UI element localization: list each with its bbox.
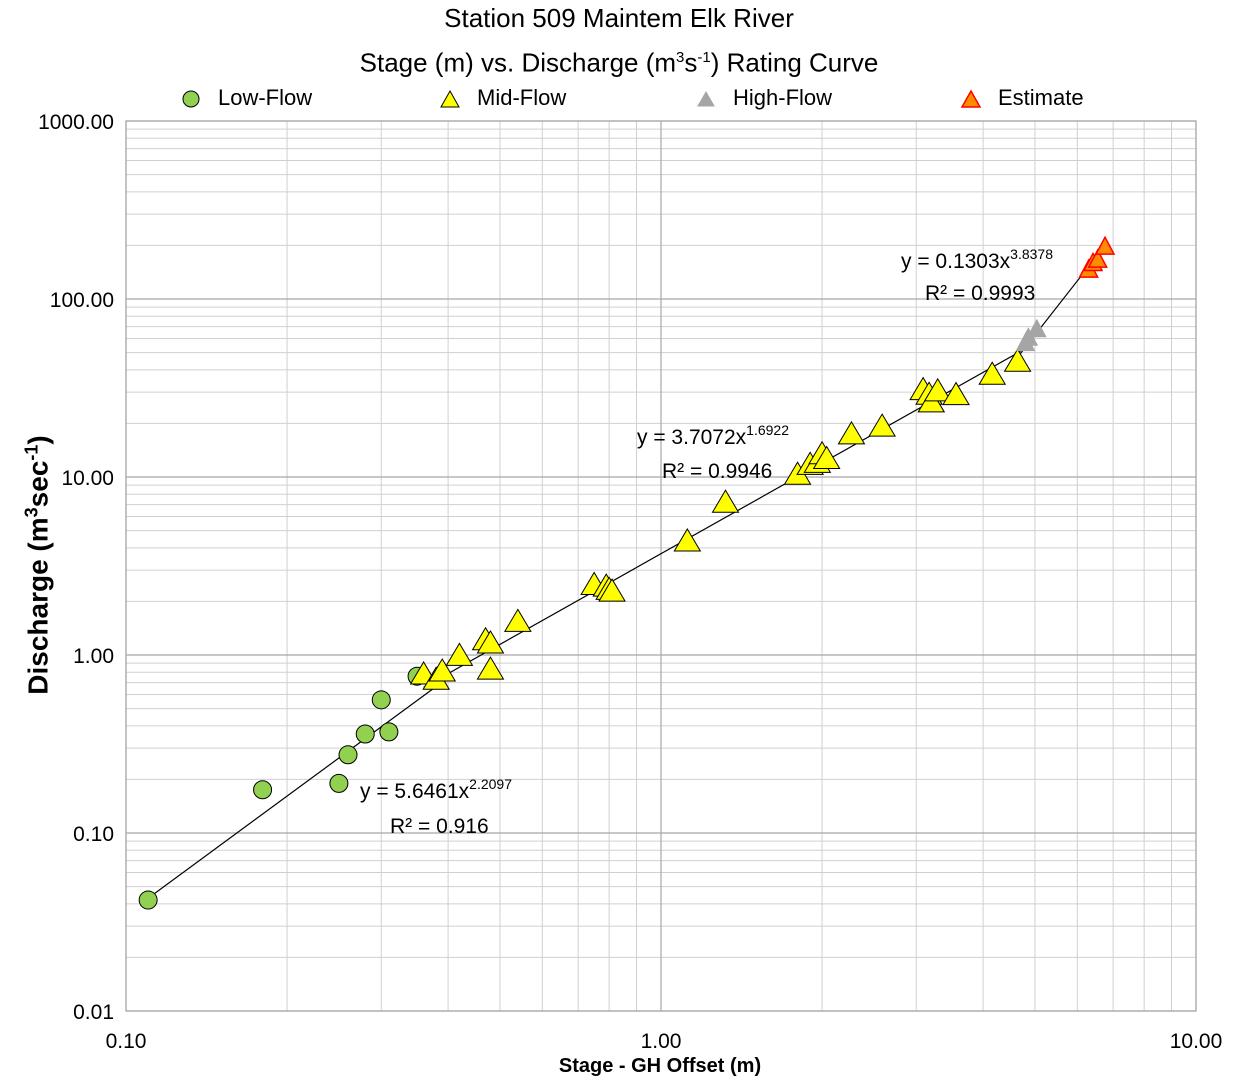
point-mid-flow xyxy=(428,658,457,682)
equation-base: y = 0.1303x xyxy=(901,250,1011,273)
equation-base: y = 5.6461x xyxy=(360,780,470,803)
subtitle-sup1: 3 xyxy=(676,49,685,66)
legend-label-mid-flow: Mid-Flow xyxy=(477,85,567,110)
r-squared-label: R² = 0.916 xyxy=(390,815,489,838)
y-tick-label: 1.00 xyxy=(73,645,114,668)
point-mid-flow xyxy=(837,420,866,445)
point-mid-flow xyxy=(445,642,474,666)
trendline-equation: y = 5.6461x2.2097 xyxy=(360,776,512,803)
point-mid-flow xyxy=(812,445,841,470)
legend-item-estimate: Estimate xyxy=(960,84,1084,112)
x-axis-label: Stage - GH Offset (m) xyxy=(558,1055,762,1077)
data-points xyxy=(138,235,1116,910)
point-low-flow xyxy=(338,745,358,765)
trendline-equation: y = 3.7072x1.6922 xyxy=(637,422,789,449)
legend-item-low-flow: Low-Flow xyxy=(180,84,312,112)
ylabel-sup1: 3 xyxy=(21,507,42,518)
x-tick-label: 10.00 xyxy=(1170,1030,1223,1053)
equation-exponent: 1.6922 xyxy=(746,422,789,438)
ylabel-post: ) xyxy=(22,435,54,445)
equation-exponent: 2.2097 xyxy=(469,776,512,792)
x-tick-label: 0.10 xyxy=(106,1030,147,1053)
y-tick-label: 0.01 xyxy=(73,1001,114,1024)
point-estimate xyxy=(1094,235,1116,255)
legend-label-high-flow: High-Flow xyxy=(733,85,833,110)
point-mid-flow xyxy=(673,528,702,552)
legend-item-mid-flow: Mid-Flow xyxy=(439,84,566,112)
legend-triangle-marker-icon xyxy=(440,90,460,108)
point-low-flow xyxy=(138,890,158,910)
point-mid-flow xyxy=(868,413,896,437)
point-mid-flow xyxy=(942,381,970,406)
point-estimate xyxy=(1087,248,1108,268)
r-squared-label: R² = 0.9946 xyxy=(662,460,772,483)
power-trendline xyxy=(147,677,449,899)
legend-item-high-flow: High-Flow xyxy=(695,84,832,112)
point-mid-flow xyxy=(503,608,532,632)
legend-circle-marker-icon xyxy=(182,90,200,108)
trendline-equations: y = 5.6461x2.2097 R² = 0.916 y = 3.7072x1.… xyxy=(360,246,1053,838)
subtitle-sup2: -1 xyxy=(697,49,711,66)
point-low-flow xyxy=(329,773,349,793)
grid-lines xyxy=(125,120,1197,1012)
y-tick-label: 100.00 xyxy=(50,289,114,312)
ylabel-sup2: -1 xyxy=(21,444,42,461)
chart-title: Station 509 Maintem Elk River xyxy=(444,3,794,33)
equation-exponent: 3.8378 xyxy=(1010,246,1053,262)
y-tick-label: 1000.00 xyxy=(38,111,114,134)
legend-orange-triangle-marker-icon xyxy=(960,89,982,108)
plot-area-border xyxy=(125,120,1197,1012)
point-low-flow xyxy=(355,724,375,744)
subtitle-post: ) Rating Curve xyxy=(710,47,879,78)
equation-base: y = 3.7072x xyxy=(637,426,747,449)
r-squared-label: R² = 0.9993 xyxy=(925,282,1035,305)
trendline-equation: y = 0.1303x3.8378 xyxy=(901,246,1053,273)
subtitle-pre: Stage (m) vs. Discharge (m xyxy=(359,47,677,78)
point-low-flow xyxy=(371,690,391,710)
point-low-flow xyxy=(253,780,273,800)
point-mid-flow xyxy=(476,656,505,680)
point-mid-flow xyxy=(711,489,740,513)
point-mid-flow xyxy=(978,361,1007,385)
y-tick-label: 10.00 xyxy=(61,467,114,490)
legend-label-low-flow: Low-Flow xyxy=(218,85,313,110)
point-low-flow xyxy=(379,722,399,742)
legend-label-estimate: Estimate xyxy=(998,85,1084,110)
tick-labels: 0.10 1.00 10.00 0.01 0.10 1.00 10.00 100.00 1000… xyxy=(38,111,1222,1053)
point-mid-flow xyxy=(598,578,626,602)
chart-subtitle: Stage (m) vs. Discharge (m3s-1) Rating C… xyxy=(0,43,1238,78)
chart-legend: Low-Flow Mid-Flow High-Flow Estimate xyxy=(0,84,1238,112)
point-mid-flow xyxy=(923,377,952,402)
x-tick-label: 1.00 xyxy=(641,1030,682,1053)
subtitle-mid: s xyxy=(684,47,698,78)
ylabel-mid: sec xyxy=(22,460,54,508)
ylabel-pre: Discharge (m xyxy=(22,517,54,695)
legend-gray-triangle-marker-icon xyxy=(697,91,715,107)
point-mid-flow xyxy=(476,630,505,654)
y-tick-label: 0.10 xyxy=(73,823,114,846)
trendlines xyxy=(147,261,1093,899)
y-axis-label: Discharge (m3sec-1) xyxy=(21,435,54,694)
point-mid-flow xyxy=(1003,348,1032,372)
point-high-flow xyxy=(1026,318,1047,338)
